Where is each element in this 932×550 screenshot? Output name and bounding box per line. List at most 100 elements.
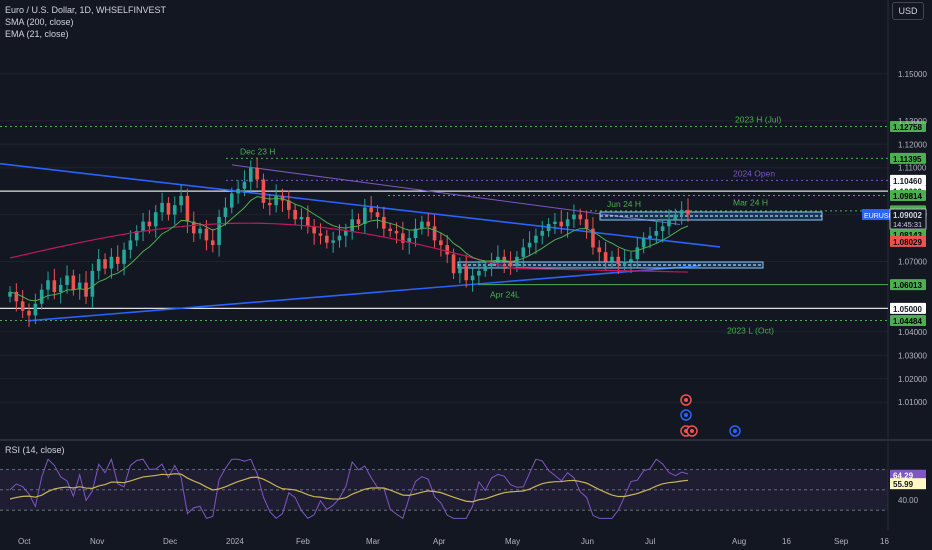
level-label: 2023 H (Jul) — [735, 114, 781, 124]
candle-body — [673, 214, 678, 220]
candle-body — [191, 221, 196, 234]
candle-body — [660, 226, 665, 232]
event-icon[interactable] — [729, 425, 741, 437]
purple-trendline — [231, 164, 681, 225]
candle-body — [420, 221, 424, 229]
candle-body — [325, 235, 329, 243]
candle-body — [33, 303, 38, 316]
event-icon-dot — [733, 429, 737, 433]
candle-body — [629, 259, 633, 262]
chart-title: Euro / U.S. Dollar, 1D, WHSELFINVEST — [5, 5, 167, 15]
candle-body — [77, 282, 82, 290]
rsi-badge-text: 64.29 — [893, 472, 914, 481]
rsi-ma-badge-text: 55.99 — [893, 480, 914, 489]
candle-body — [553, 221, 557, 224]
level-badge-text: 1.09814 — [893, 192, 922, 201]
ema-badge — [890, 229, 926, 241]
last-price-text: 1.09002 — [893, 211, 922, 220]
level-badge — [890, 302, 926, 314]
candle-body — [483, 266, 488, 271]
level-label: Jun 24 H — [607, 199, 641, 209]
date-tick-label: Mar — [366, 537, 380, 546]
level-badge — [890, 279, 926, 291]
flag-icon[interactable] — [680, 409, 692, 421]
candle-body — [527, 242, 532, 248]
level-label: Apr 24L — [490, 290, 520, 300]
event-icons[interactable] — [680, 394, 741, 437]
candle-body — [445, 245, 450, 255]
candle-body — [293, 209, 297, 220]
candle-body — [141, 221, 145, 232]
candle-body — [248, 167, 253, 182]
candle-body — [306, 216, 310, 227]
price-tick-label: 1.13000 — [898, 117, 927, 126]
grid-lines — [0, 0, 932, 530]
candle-body — [134, 231, 139, 241]
price-tick-label: 1.15000 — [898, 70, 927, 79]
rsi-tick-label: 40.00 — [898, 496, 919, 505]
candle-body — [470, 275, 475, 281]
candle-body — [610, 256, 614, 262]
price-tick-label: 1.01000 — [898, 398, 927, 407]
candle-body — [407, 238, 411, 243]
candle-body — [508, 261, 513, 267]
price-tick-label: 1.12000 — [898, 140, 927, 149]
candle-body — [109, 256, 114, 269]
candle-body — [274, 195, 278, 206]
date-tick-label: 16 — [782, 537, 791, 546]
candle-body — [432, 226, 437, 241]
date-tick-label: Jun — [581, 537, 594, 546]
candle-body — [489, 261, 494, 267]
candle-body — [242, 181, 247, 189]
currency-button[interactable]: USD — [892, 2, 924, 20]
level-badge-text: 1.10460 — [893, 177, 922, 186]
earnings-icon-2[interactable] — [686, 425, 698, 437]
lightning-icon[interactable] — [680, 394, 692, 406]
candle-body — [559, 221, 564, 227]
candle-body — [65, 275, 69, 285]
candle-body — [318, 233, 323, 236]
date-tick-label: Dec — [163, 537, 177, 546]
level-badge — [890, 120, 926, 132]
candle-body — [128, 240, 133, 250]
price-tick-label: 1.02000 — [898, 375, 927, 384]
candle-body — [160, 202, 164, 213]
candle-body — [679, 209, 684, 215]
candle-body — [14, 291, 19, 302]
trendlines — [0, 162, 721, 322]
candle-body — [597, 247, 602, 253]
candle-body — [686, 209, 690, 215]
candle-body — [464, 266, 469, 281]
rsi-legend: RSI (14, close) — [5, 445, 65, 455]
candle-body — [147, 221, 152, 227]
candle-body — [648, 235, 652, 239]
candle-body — [166, 202, 171, 215]
candle-body — [496, 256, 500, 262]
rsi-badge — [890, 469, 926, 481]
candle-body — [451, 254, 456, 274]
level-badge — [890, 174, 926, 186]
candle-body — [46, 280, 50, 290]
candle-body — [356, 219, 361, 224]
level-badge — [890, 152, 926, 164]
candle-body — [641, 238, 646, 248]
candle-body — [27, 310, 31, 316]
candle-body — [280, 195, 285, 201]
symbol-badge-text: EURUSD — [864, 213, 894, 220]
level-label: 2023 L (Oct) — [727, 326, 774, 336]
candle-body — [565, 219, 570, 227]
price-tick-label: 1.04000 — [898, 328, 927, 337]
price-tick-label: 1.03000 — [898, 351, 927, 360]
candle-body — [515, 256, 519, 267]
date-tick-label: 2024 — [226, 537, 244, 546]
level-badge — [890, 315, 926, 327]
date-tick-label: Nov — [90, 537, 104, 546]
candle-body — [20, 301, 25, 311]
level-badge-text: 1.06013 — [893, 281, 922, 290]
candle-body — [39, 289, 44, 304]
level-badge-text: 1.11395 — [893, 155, 922, 164]
moving-averages — [9, 196, 689, 302]
candle-body — [477, 270, 481, 276]
